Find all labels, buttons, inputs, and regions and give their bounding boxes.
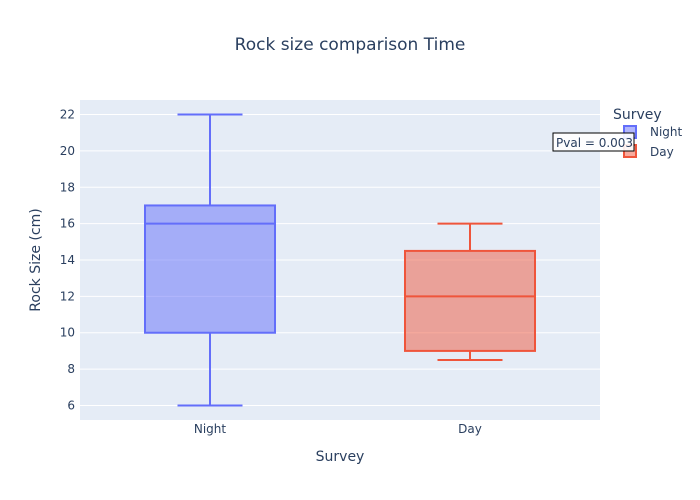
boxes [144, 113, 536, 407]
pvalue-annotation: Pval = 0.003 [552, 132, 635, 152]
x-axis-ticks: Night Day [194, 422, 482, 436]
box-iqr-day [404, 249, 536, 352]
legend-label-night: Night [650, 125, 683, 139]
chart-title: Rock size comparison Time [235, 35, 466, 55]
y-tick-label: 22 [60, 108, 75, 122]
x-tick-label: Day [458, 422, 482, 436]
y-tick-label: 6 [67, 398, 75, 412]
y-axis-title: Rock Size (cm) [28, 208, 44, 311]
pvalue-annotation-text: Pval = 0.003 [556, 136, 633, 150]
y-tick-label: 14 [60, 253, 75, 267]
pvalue-annotation-box [552, 132, 635, 152]
y-tick-label: 16 [60, 217, 75, 231]
y-tick-label: 20 [60, 144, 75, 158]
y-axis-ticks: 6 8 10 12 14 16 18 20 22 [60, 108, 75, 413]
y-tick-label: 12 [60, 289, 75, 303]
y-tick-label: 8 [67, 362, 75, 376]
x-axis-title: Survey [316, 449, 365, 465]
y-tick-label: 10 [60, 326, 75, 340]
box-day[interactable] [404, 222, 536, 361]
legend-label-day: Day [650, 145, 674, 159]
box-iqr-night [144, 204, 276, 334]
legend-title: Survey [613, 107, 662, 123]
box-night[interactable] [144, 113, 276, 407]
y-tick-label: 18 [60, 180, 75, 194]
x-tick-label: Night [194, 422, 227, 436]
